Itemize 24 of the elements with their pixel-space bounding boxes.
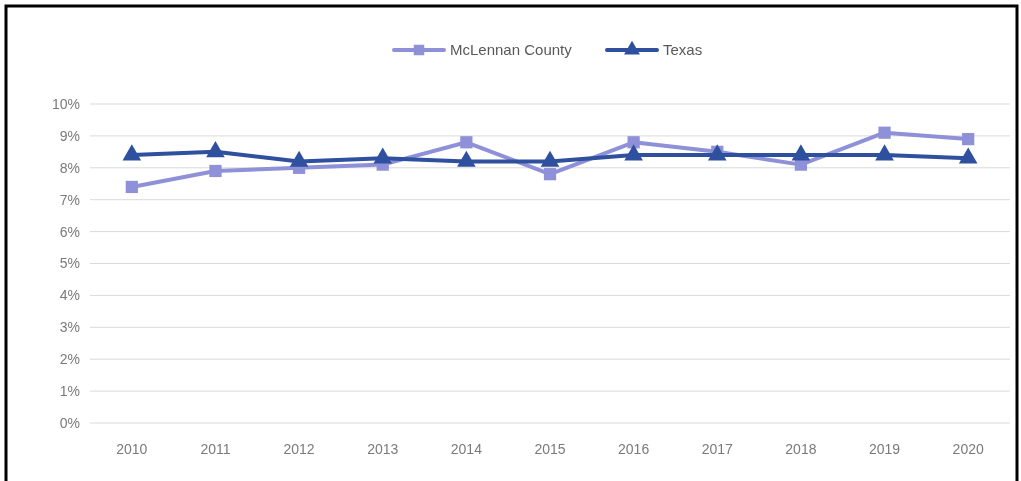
legend-label: McLennan County	[450, 41, 573, 59]
y-tick-label: 1%	[59, 383, 80, 399]
x-tick-label: 2020	[952, 441, 984, 457]
y-tick-label: 7%	[59, 191, 80, 208]
x-tick-label: 2015	[534, 441, 566, 457]
y-tick-label: 8%	[59, 159, 80, 176]
y-tick-label: 6%	[59, 223, 80, 240]
x-tick-label: 2017	[701, 441, 734, 457]
x-tick-label: 2011	[200, 441, 231, 457]
x-tick-label: 2014	[450, 441, 483, 457]
x-tick-label: 2012	[283, 441, 315, 457]
y-tick-label: 9%	[59, 127, 80, 144]
y-tick-label: 0%	[59, 414, 80, 431]
legend-label: Texas	[663, 41, 703, 59]
x-tick-label: 2016	[618, 441, 650, 457]
y-tick-label: 5%	[59, 255, 80, 272]
y-tick-label: 4%	[59, 287, 80, 304]
y-tick-label: 2%	[59, 351, 80, 368]
y-tick-label: 10%	[51, 95, 80, 112]
x-tick-label: 2013	[367, 441, 399, 457]
y-tick-label: 3%	[59, 319, 80, 336]
x-tick-label: 2018	[785, 441, 817, 457]
x-tick-label: 2019	[868, 441, 901, 457]
x-tick-label: 2010	[116, 441, 148, 457]
